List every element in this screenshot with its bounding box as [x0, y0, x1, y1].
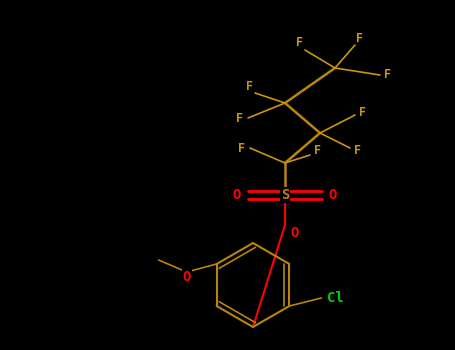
Text: F: F — [314, 144, 322, 156]
Text: S: S — [281, 188, 289, 202]
Text: F: F — [297, 36, 303, 49]
Text: F: F — [384, 69, 392, 82]
Text: O: O — [291, 226, 299, 240]
Text: O: O — [329, 188, 337, 202]
Text: F: F — [247, 79, 253, 92]
Text: F: F — [238, 141, 246, 154]
Text: F: F — [359, 105, 367, 119]
Text: O: O — [182, 270, 191, 284]
Text: F: F — [237, 112, 243, 125]
Text: Cl: Cl — [327, 291, 344, 305]
Text: F: F — [354, 145, 362, 158]
Text: O: O — [233, 188, 241, 202]
Text: F: F — [356, 32, 364, 44]
